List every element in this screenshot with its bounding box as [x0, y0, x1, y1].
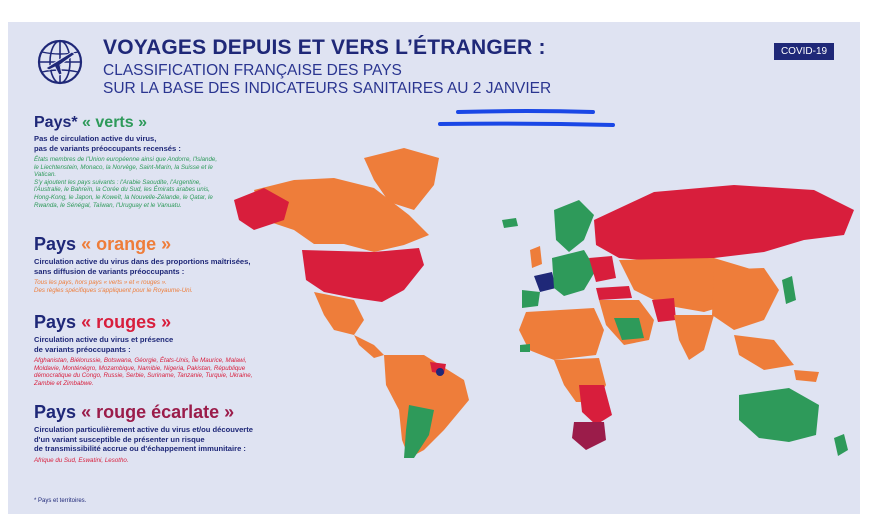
north-africa [519, 308, 604, 360]
new-zealand [834, 434, 848, 456]
senegal [520, 344, 530, 352]
legend-scarlet-heading: Pays « rouge écarlate » [34, 402, 324, 423]
argentina-uruguay [404, 405, 434, 458]
turkey [596, 286, 632, 300]
central-america [354, 335, 384, 358]
iberia [522, 290, 540, 308]
legend-orange: Pays « orange » Circulation active du vi… [34, 234, 324, 294]
iceland [502, 218, 518, 228]
australia [739, 388, 819, 442]
south-america [384, 355, 469, 458]
legend-green-countries: États membres de l'Union européenne ains… [34, 156, 218, 209]
usa [302, 248, 424, 302]
legend-red-heading: Pays « rouges » [34, 312, 324, 333]
covid-badge: COVID-19 [774, 43, 834, 60]
india-sea [674, 315, 714, 360]
france [534, 272, 556, 292]
legend-green-heading: Pays* « verts » [34, 114, 324, 132]
uk [530, 246, 542, 268]
red-africa [579, 385, 612, 425]
french-guiana [436, 368, 444, 376]
canada [254, 178, 429, 252]
eu-central [552, 250, 596, 296]
legend-red-countries: Afghanistan, Biélorussie, Botswana, Géor… [34, 357, 253, 387]
russia [594, 185, 854, 262]
page-subtitle-line2: SUR LA BASE DES INDICATEURS SANITAIRES A… [103, 80, 552, 97]
legend-green-prefix: Pays* [34, 114, 78, 131]
legend-red: Pays « rouges » Circulation active du vi… [34, 312, 324, 387]
infographic-card: VOYAGES DEPUIS ET VERS L’ÉTRANGER : CLAS… [8, 22, 860, 514]
greenland [364, 148, 439, 210]
legend-orange-prefix: Pays [34, 234, 77, 254]
globe-airplane-icon [37, 39, 83, 85]
legend-orange-description: Circulation active du virus dans des pro… [34, 257, 251, 276]
legend-scarlet: Pays « rouge écarlate » Circulation part… [34, 402, 324, 464]
south-africa [572, 422, 606, 450]
legend-orange-heading: Pays « orange » [34, 234, 324, 255]
world-map [234, 148, 854, 458]
legend-scarlet-label: « rouge écarlate » [81, 402, 235, 422]
scandinavia [554, 200, 594, 252]
legend-green: Pays* « verts » Pas de circulation activ… [34, 114, 324, 209]
pakistan-afghanistan [652, 298, 676, 322]
page-subtitle-line1: CLASSIFICATION FRANÇAISE DES PAYS [103, 62, 402, 79]
page-title: VOYAGES DEPUIS ET VERS L’ÉTRANGER : [103, 36, 546, 59]
footnote: * Pays et territoires. [34, 498, 87, 504]
ukraine-belarus [589, 256, 616, 282]
legend-scarlet-prefix: Pays [34, 402, 77, 422]
legend-orange-label: « orange » [81, 234, 172, 254]
legend-red-label: « rouges » [81, 312, 172, 332]
legend-scarlet-countries: Afrique du Sud, Eswatini, Lesotho. [34, 456, 129, 464]
papua [794, 370, 819, 382]
legend-orange-countries: Tous les pays, hors pays « verts » et « … [34, 279, 193, 294]
saudi-arabia [614, 318, 644, 340]
legend-red-prefix: Pays [34, 312, 77, 332]
korea-japan [782, 276, 796, 304]
mexico [314, 292, 364, 335]
legend-red-description: Circulation active du virus et présence … [34, 335, 174, 354]
legend-green-label: « verts » [82, 114, 147, 131]
alaska [234, 188, 289, 230]
legend-green-description: Pas de circulation active du virus, pas … [34, 134, 181, 153]
legend-scarlet-description: Circulation particulièrement active du v… [34, 425, 254, 453]
east-asia [712, 268, 779, 330]
southeast-asia [734, 335, 794, 370]
